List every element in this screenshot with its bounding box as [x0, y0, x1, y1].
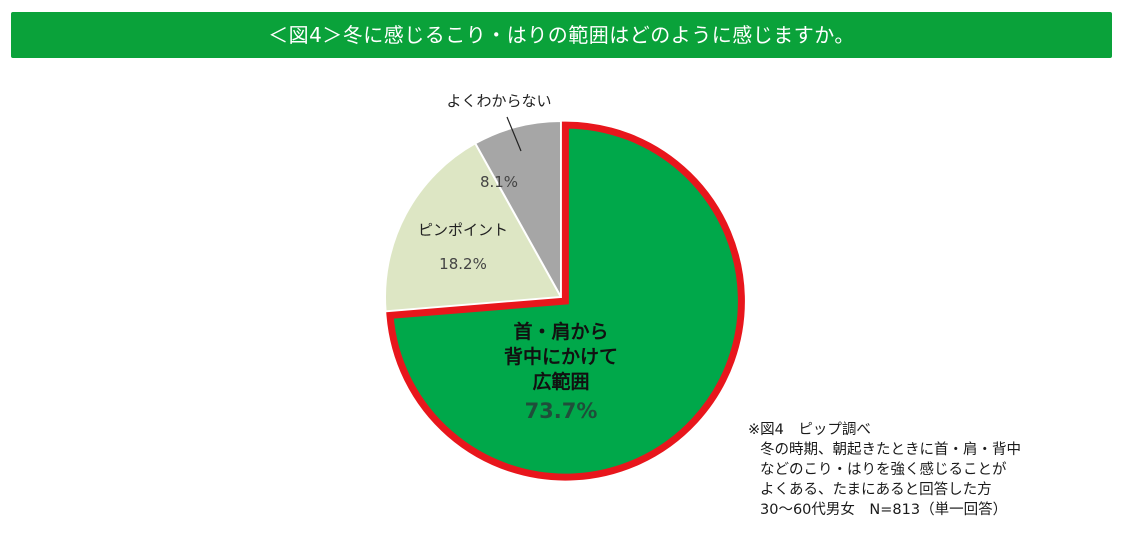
note-line-2: 冬の時期、朝起きたときに首・肩・背中 [760, 442, 1021, 458]
slice-value-pinpoint: 18.2% [439, 255, 487, 273]
pie-slice-wide-area [386, 121, 745, 481]
note-line-5: 30〜60代男女 N=813（単一回答） [760, 502, 1008, 518]
source-note: ※図4 ピップ調べ 冬の時期、朝起きたときに首・肩・背中 などのこり・はりを強く… [748, 420, 1108, 520]
note-line-1: ※図4 ピップ調べ [748, 422, 871, 438]
slice-label-unknown-line-1: よくわからない [446, 92, 551, 110]
chart-title: ＜図4＞冬に感じるこり・はりの範囲はどのように感じますか。 [11, 12, 1112, 58]
slice-value-unknown: 8.1% [480, 173, 518, 191]
note-line-3: などのこり・はりを強く感じることが [760, 462, 1007, 478]
slice-label-wide-area-line-1: 首・肩から [513, 320, 608, 343]
slice-value-wide-area: 73.7% [525, 399, 598, 423]
pie-slice-unknown [473, 119, 562, 301]
slice-label-wide-area-line-2: 背中にかけて [504, 345, 618, 368]
note-line-4: よくある、たまにあると回答した方 [760, 482, 992, 498]
slice-label-wide-area-line-3: 広範囲 [532, 370, 589, 393]
leader-line [506, 116, 522, 152]
pie-slice-pinpoint [384, 141, 563, 313]
slice-label-pinpoint-line-1: ピンポイント [418, 221, 508, 239]
